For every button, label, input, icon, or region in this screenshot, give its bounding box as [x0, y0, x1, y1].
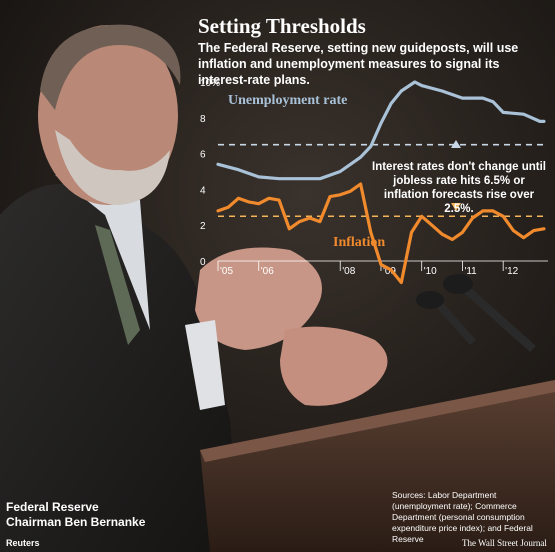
x-tick-label: '09 — [383, 266, 396, 277]
x-tick-label: '06 — [261, 266, 274, 277]
y-tick-label: 4 — [200, 185, 206, 196]
chart-title: Setting Thresholds — [198, 14, 366, 38]
y-tick-label: 0 — [200, 257, 206, 268]
y-tick-label: 10% — [200, 78, 220, 89]
y-tick-label: 2 — [200, 221, 206, 232]
photo-credit: Reuters — [6, 538, 40, 548]
threshold-marker-up-icon — [451, 140, 461, 148]
x-tick-label: '10 — [424, 266, 437, 277]
x-tick-label: '12 — [505, 266, 518, 277]
series-label-inflation: Inflation — [333, 235, 385, 250]
y-tick-label: 6 — [200, 150, 206, 161]
x-tick-label: '11 — [464, 266, 477, 277]
publisher-credit: The Wall Street Journal — [462, 538, 547, 548]
threshold-annotation: Interest rates don't change until jobles… — [372, 161, 546, 215]
chart-subtitle: The Federal Reserve, setting new guidepo… — [198, 41, 519, 87]
unemployment-rate-line — [216, 80, 546, 181]
caption-line-1: Federal Reserve — [6, 500, 99, 514]
series-label-unemployment: Unemployment rate — [228, 93, 347, 108]
sources-note: Sources: Labor Department (unemployment … — [392, 490, 533, 544]
inflation-line — [216, 182, 546, 285]
y-tick-label: 8 — [200, 114, 206, 125]
x-tick-label: '05 — [220, 266, 233, 277]
threshold-marker-down-icon — [451, 203, 461, 211]
x-tick-label: '08 — [342, 266, 355, 277]
photo-caption: Federal Reserve Chairman Ben Bernanke — [6, 500, 145, 530]
caption-line-2: Chairman Ben Bernanke — [6, 515, 146, 529]
